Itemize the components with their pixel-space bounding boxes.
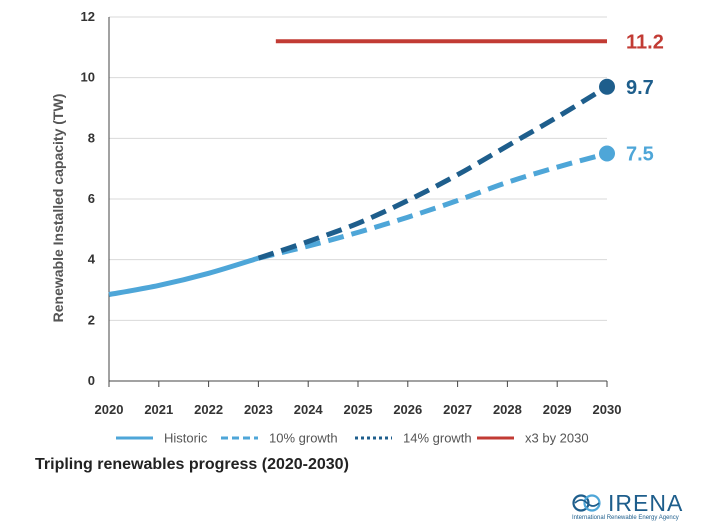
x-tick-label: 2022 bbox=[194, 402, 223, 417]
y-axis-ticks: 0 2 4 6 8 10 12 bbox=[81, 9, 96, 388]
gridlines bbox=[109, 16, 607, 321]
y-tick-label: 12 bbox=[81, 9, 95, 24]
y-tick-label: 6 bbox=[88, 191, 95, 206]
y-tick-label: 0 bbox=[88, 373, 95, 388]
series-line-0 bbox=[108, 255, 260, 298]
x-tick-label: 2029 bbox=[543, 402, 572, 417]
legend-label: Historic bbox=[164, 431, 208, 446]
x-tick-label: 2030 bbox=[593, 402, 622, 417]
legend: Historic 10% growth 14% growth x3 by 2030 bbox=[116, 431, 589, 446]
x-tick-label: 2021 bbox=[144, 402, 173, 417]
y-tick-label: 2 bbox=[88, 312, 95, 327]
chart-title: Tripling renewables progress (2020-2030) bbox=[35, 456, 349, 473]
y-tick-label: 10 bbox=[81, 70, 95, 85]
y-tick-label: 4 bbox=[88, 252, 96, 267]
legend-label: 10% growth bbox=[269, 431, 338, 446]
series-end-marker bbox=[599, 145, 615, 162]
x-tick-label: 2023 bbox=[244, 402, 273, 417]
irena-logo: IRENA International Renewable Energy Age… bbox=[572, 490, 704, 526]
y-tick-label: 8 bbox=[88, 130, 95, 145]
y-axis-label: Renewable Installed capacity (TW) bbox=[50, 94, 66, 323]
logo-tagline: International Renewable Energy Agency bbox=[572, 515, 679, 521]
series-line-2 bbox=[257, 84, 609, 261]
end-value-label: 9.7 bbox=[626, 77, 654, 99]
chart: 2020 2021 2022 2023 2024 2025 2026 2027 2028 2029… bbox=[50, 9, 664, 446]
legend-label: x3 by 2030 bbox=[525, 431, 589, 446]
end-value-label: 11.2 bbox=[626, 31, 664, 53]
x-tick-label: 2026 bbox=[393, 402, 422, 417]
series-lines bbox=[108, 39, 615, 298]
end-labels: 11.2 9.7 7.5 bbox=[626, 31, 664, 165]
end-value-label: 7.5 bbox=[626, 144, 654, 166]
x-tick-label: 2024 bbox=[294, 402, 324, 417]
legend-label: 14% growth bbox=[403, 431, 472, 446]
x-tick-label: 2027 bbox=[443, 402, 472, 417]
x-tick-label: 2020 bbox=[95, 402, 124, 417]
irena-logo-mark-icon bbox=[572, 494, 601, 512]
x-axis-ticks: 2020 2021 2022 2023 2024 2025 2026 2027 2028 2029… bbox=[95, 381, 622, 417]
series-line-1 bbox=[257, 151, 608, 261]
x-tick-label: 2025 bbox=[344, 402, 373, 417]
series-end-marker bbox=[599, 78, 615, 95]
logo-wordmark: IRENA bbox=[608, 490, 684, 516]
x-tick-label: 2028 bbox=[493, 402, 522, 417]
